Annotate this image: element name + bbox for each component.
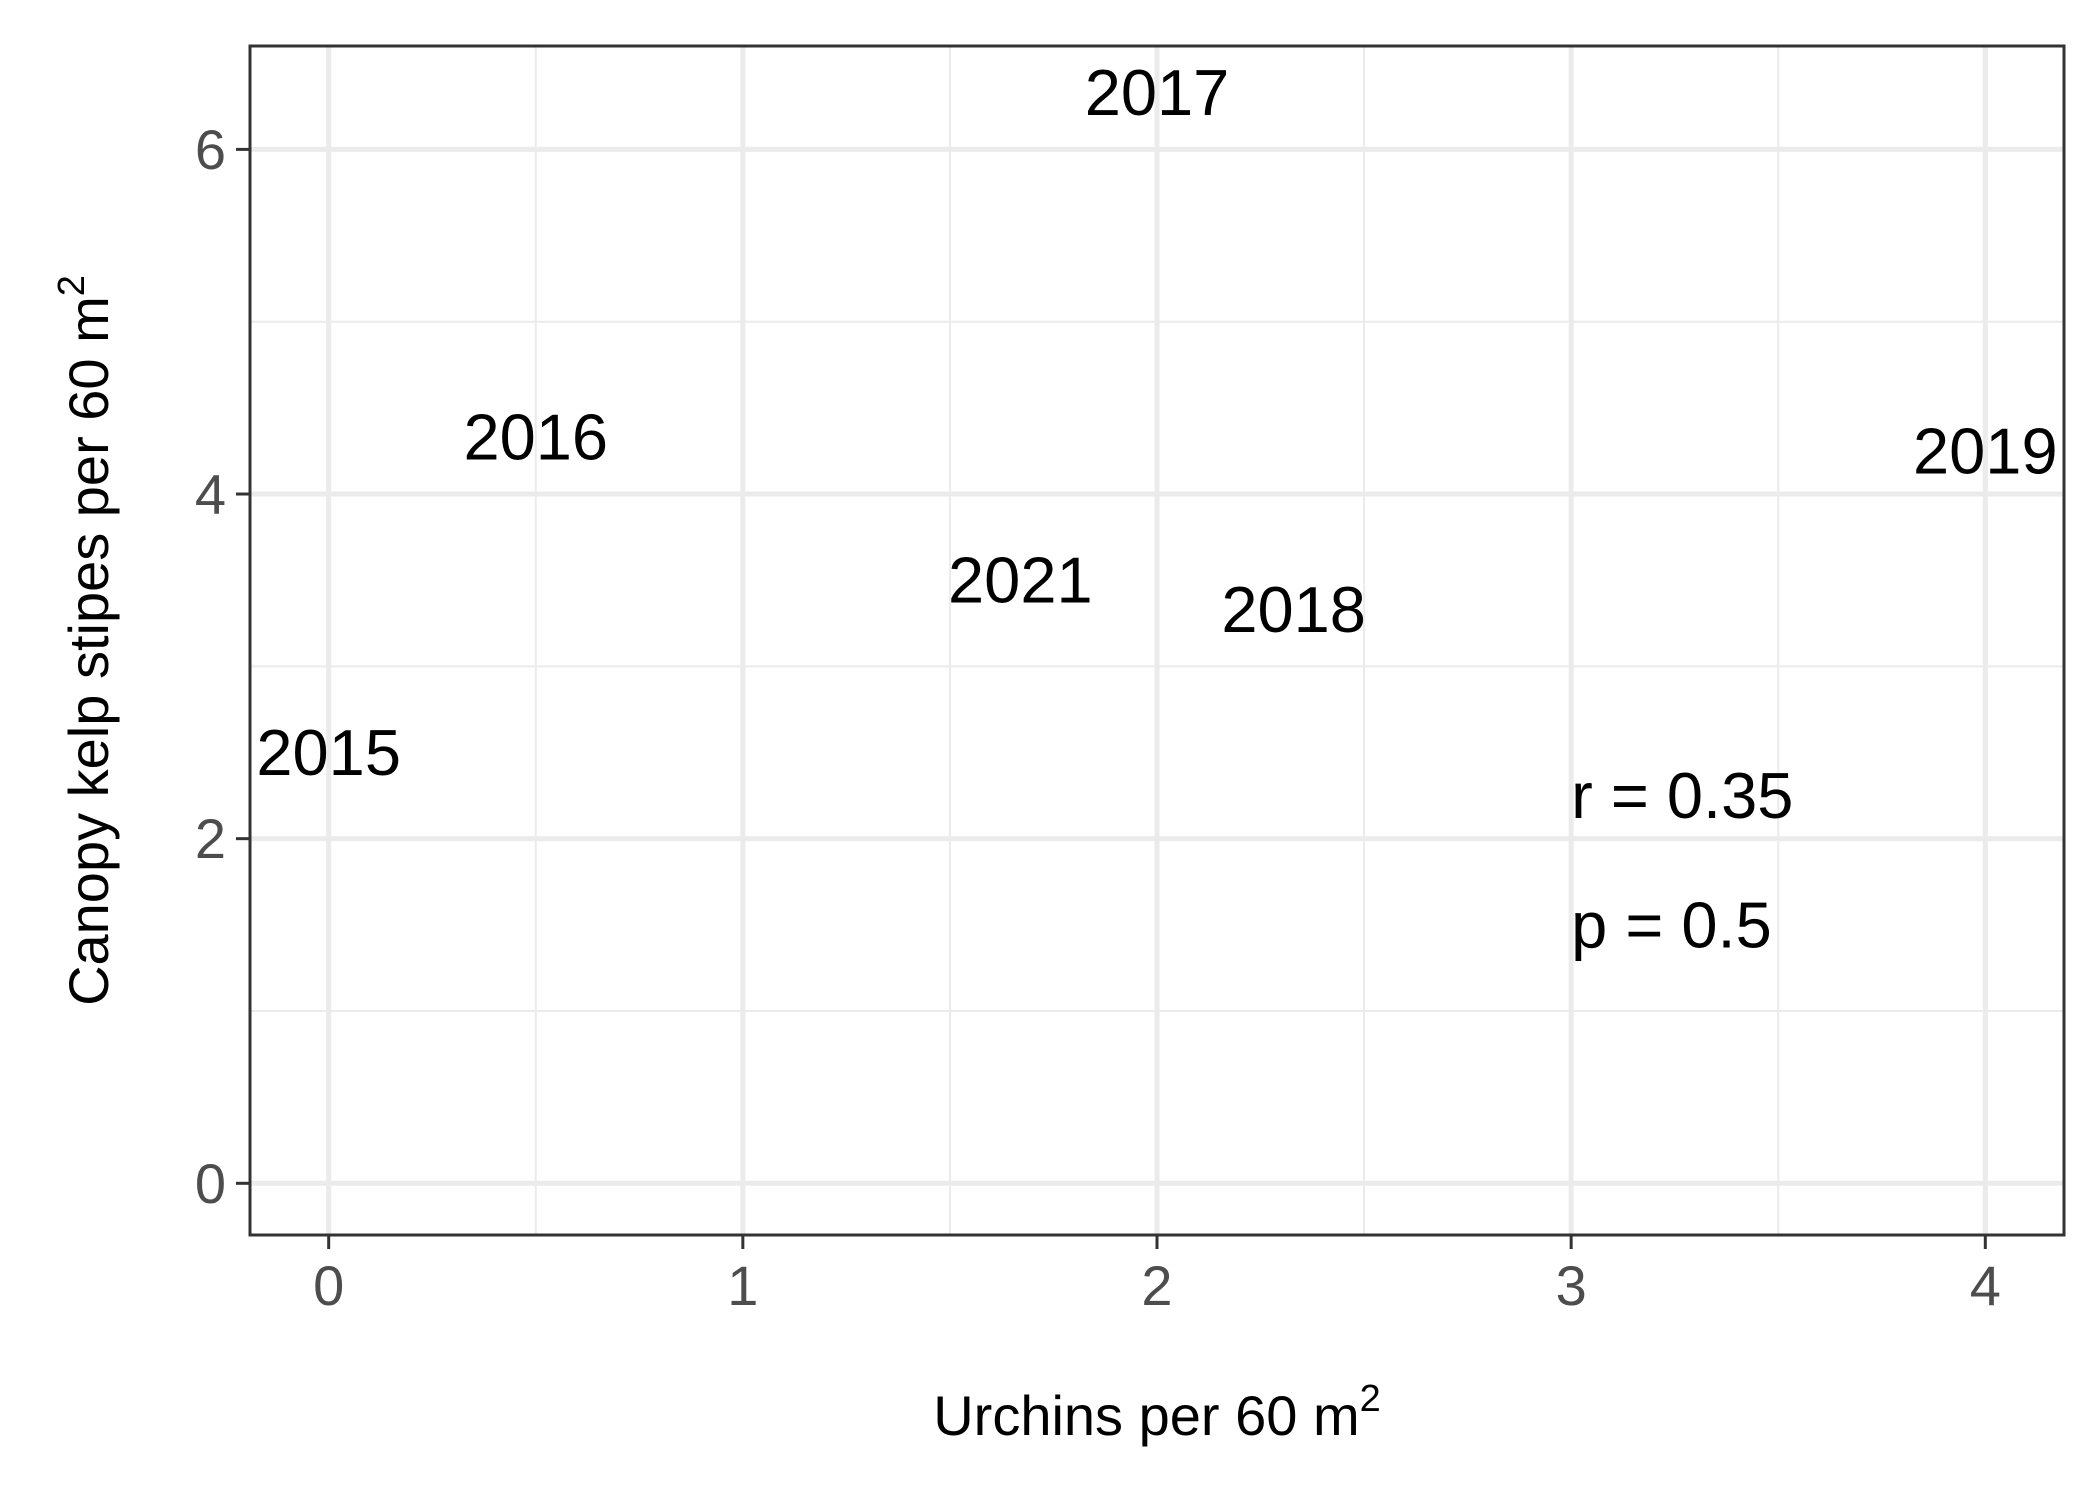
y-axis-title-superscript: 2 [51, 275, 93, 296]
y-tick-label: 6 [195, 118, 226, 181]
y-axis-title: Canopy kelp stipes per 60 m2 [51, 275, 120, 1006]
x-axis-title-base: Urchins per 60 m [933, 1384, 1359, 1447]
x-axis-title-superscript: 2 [1360, 1378, 1381, 1420]
stat-annotation: p = 0.5 [1571, 888, 1772, 961]
x-axis-title: Urchins per 60 m2 [933, 1378, 1381, 1447]
x-tick-label: 4 [1970, 1254, 2001, 1317]
x-tick-label: 1 [727, 1254, 758, 1317]
y-tick-label: 4 [195, 463, 226, 526]
point-label: 2016 [463, 401, 608, 474]
x-axis-ticks: 0 1 2 3 4 [313, 1235, 2001, 1317]
stat-annotation: r = 0.35 [1571, 759, 1793, 832]
x-tick-label: 3 [1556, 1254, 1587, 1317]
point-label: 2018 [1221, 573, 1366, 646]
point-label: 2017 [1085, 56, 1230, 129]
y-axis-ticks: 0 2 4 6 [195, 118, 250, 1215]
point-labels: 2015 2016 2017 2018 2019 2021 [256, 56, 2057, 789]
x-tick-label: 2 [1141, 1254, 1172, 1317]
x-tick-label: 0 [313, 1254, 344, 1317]
stat-annotations: r = 0.35 p = 0.5 [1571, 759, 1793, 961]
point-label: 2021 [948, 544, 1093, 617]
major-gridlines [250, 46, 2064, 1235]
y-tick-label: 0 [195, 1152, 226, 1215]
point-label: 2015 [256, 716, 401, 789]
y-tick-label: 2 [195, 807, 226, 870]
y-axis-title-base: Canopy kelp stipes per 60 m [57, 296, 120, 1006]
point-label: 2019 [1913, 414, 2058, 487]
